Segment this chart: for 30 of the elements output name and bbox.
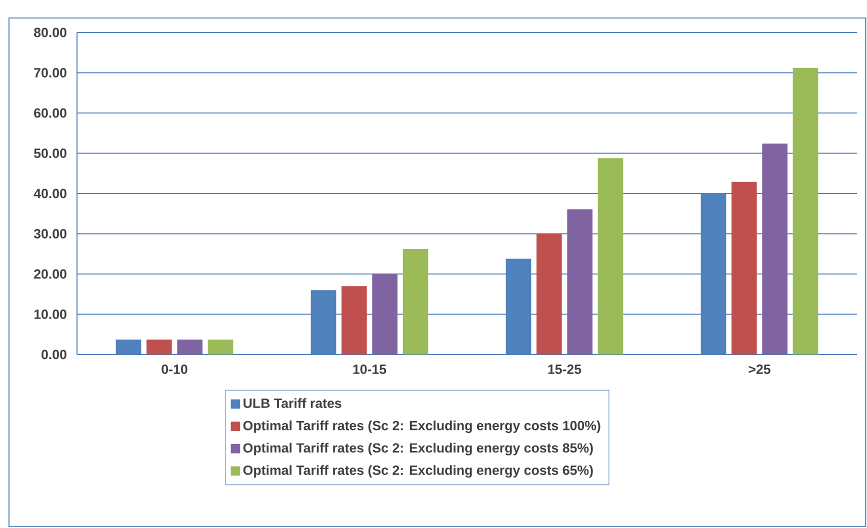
legend-label: Optimal Tariff rates (Sc 2: Excluding energy costs 85%) [243,442,593,456]
legend-label: Optimal Tariff rates (Sc 2: Excluding energy costs 65%) [243,465,593,478]
legend-label: Optimal Tariff rates (Sc 2: Excluding energy costs 100%) [243,420,600,433]
bar [372,274,398,354]
bar [208,340,234,354]
y-tick-label: 10.00 [34,310,66,319]
bar [598,158,624,354]
bar [177,340,203,354]
bar [536,234,562,354]
y-tick-label: 60.00 [34,108,66,118]
bar [731,182,757,354]
y-tick-label: 80.00 [34,28,66,38]
y-tick-label: 70.00 [34,68,66,78]
bar [342,286,367,354]
bar [762,144,788,354]
y-tick-label: 40.00 [34,188,66,198]
y-tick-label: 50.00 [34,148,66,158]
bar [792,68,818,354]
legend-label: ULB Tariff rates [244,398,342,408]
bar [116,340,142,354]
bar [567,209,592,354]
x-tick-label: 15-25 [548,364,582,374]
x-tick-label: 10-15 [353,364,386,374]
y-tick-label: 0.00 [42,350,66,360]
y-tick-label: 20.00 [34,269,66,279]
bar [146,340,172,354]
x-tick-label: >25 [748,364,770,374]
bar [402,249,428,354]
x-tick-label: 0-10 [162,364,188,374]
y-tick-label: 30.00 [34,229,66,238]
